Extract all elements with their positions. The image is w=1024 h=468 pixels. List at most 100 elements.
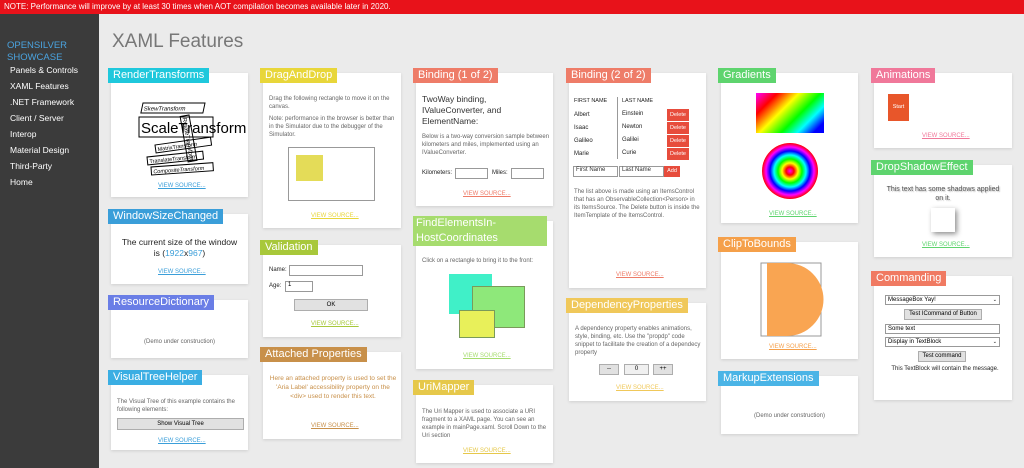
- binding1-heading: TwoWay binding, IValueConverter, and Ele…: [422, 94, 502, 126]
- nav-item-material-design[interactable]: Material Design: [10, 145, 70, 155]
- view-source-link[interactable]: VIEW SOURCE...: [463, 448, 511, 454]
- delete-button[interactable]: Delete: [667, 148, 689, 160]
- nav-item-net-framework[interactable]: .NET Framework: [10, 97, 75, 107]
- composite-word: CompositeTransform: [153, 166, 205, 176]
- card-binding-1: TwoWay binding, IValueConverter, and Ele…: [416, 73, 553, 206]
- card-drop-shadow-effect: This text has some shadows applied on it…: [874, 165, 1012, 257]
- command-text-input[interactable]: Some text: [885, 324, 1000, 334]
- command-result-text: This TextBlock will contain the message.: [891, 366, 999, 372]
- view-source-link[interactable]: VIEW SOURCE...: [769, 344, 817, 350]
- row-last: Galilei: [622, 137, 639, 143]
- nav-item-client-server[interactable]: Client / Server: [10, 113, 64, 123]
- view-source-link[interactable]: VIEW SOURCE...: [769, 211, 817, 217]
- card-clip-to-bounds: VIEW SOURCE...: [721, 242, 858, 359]
- window-size-line1: The current size of the window: [121, 237, 238, 247]
- view-source-link[interactable]: VIEW SOURCE...: [158, 183, 206, 189]
- drop-shadow-text: This text has some shadows applied on it…: [886, 186, 1000, 202]
- card-render-transforms: SkewTransform ScaleTransform RotateTrans…: [111, 73, 248, 197]
- tag-gradients: Gradients: [718, 68, 776, 83]
- add-button[interactable]: Add: [664, 166, 680, 177]
- tag-drag-and-drop: DragAndDrop: [260, 68, 338, 83]
- view-source-link[interactable]: VIEW SOURCE...: [311, 213, 359, 219]
- card-animations: Start VIEW SOURCE...: [874, 73, 1012, 148]
- tag-render-transforms: RenderTransforms: [108, 68, 210, 83]
- render-transforms-demo: SkewTransform ScaleTransform RotateTrans…: [138, 102, 246, 176]
- nav-item-xaml-features[interactable]: XAML Features: [10, 81, 69, 91]
- tag-drop-shadow-effect: DropShadowEffect: [871, 160, 973, 175]
- rectangle-yellow[interactable]: [459, 310, 495, 338]
- dependency-text: A dependency property enables animations…: [575, 326, 701, 356]
- card-dependency-properties: A dependency property enables animations…: [569, 303, 706, 401]
- first-name-input[interactable]: First Name: [573, 166, 618, 177]
- nav-item-interop[interactable]: Interop: [10, 129, 37, 139]
- drag-drop-text1: Drag the following rectangle to move it …: [269, 96, 390, 110]
- drag-canvas: [288, 147, 375, 201]
- name-label: Name:: [269, 267, 287, 273]
- window-size-suffix: ): [202, 248, 206, 258]
- draggable-rectangle[interactable]: [296, 155, 323, 181]
- card-binding-2: FIRST NAME LAST NAME Albert Einstein Del…: [569, 73, 706, 288]
- card-gradients: VIEW SOURCE...: [721, 73, 858, 223]
- view-source-link[interactable]: VIEW SOURCE...: [922, 133, 970, 139]
- row-last: Curie: [622, 150, 637, 156]
- start-button[interactable]: Start: [888, 94, 909, 121]
- window-size-text: The current size of the window is (1922x…: [111, 237, 248, 259]
- delete-button[interactable]: Delete: [667, 109, 689, 121]
- card-drag-and-drop: Drag the following rectangle to move it …: [263, 73, 401, 228]
- miles-input[interactable]: [511, 168, 544, 179]
- window-size-x: x: [183, 248, 189, 258]
- scale-word: ScaleTransform: [141, 120, 246, 137]
- view-source-link[interactable]: VIEW SOURCE...: [616, 272, 664, 278]
- linear-gradient-rect: [756, 93, 824, 133]
- shadow-box: [931, 208, 955, 232]
- kilometers-label: Kilometers:: [422, 170, 453, 176]
- nav-item-third-party[interactable]: Third-Party: [10, 161, 53, 171]
- message-select[interactable]: MessageBox Yay! ⌄: [885, 295, 1000, 305]
- age-input[interactable]: 1: [285, 281, 313, 292]
- ok-button[interactable]: OK: [294, 299, 368, 311]
- row-last: Newton: [622, 124, 643, 130]
- view-source-link[interactable]: VIEW SOURCE...: [311, 423, 359, 429]
- window-size-prefix: is (: [153, 248, 166, 258]
- row-first: Albert: [574, 112, 590, 118]
- view-source-link[interactable]: VIEW SOURCE...: [158, 438, 206, 444]
- col-last-name: LAST NAME: [622, 98, 654, 104]
- view-source-link[interactable]: VIEW SOURCE...: [463, 353, 511, 359]
- attached-text: Here an attached property is used to set…: [269, 375, 397, 400]
- binding2-text: The list above is made using an ItemsCon…: [574, 189, 700, 219]
- drag-drop-text2: Note: performance in the browser is bett…: [269, 116, 395, 138]
- window-height: 967: [188, 248, 203, 258]
- tag-commanding: Commanding: [871, 271, 947, 286]
- delete-button[interactable]: Delete: [667, 135, 689, 147]
- counter-value: 0: [624, 364, 649, 375]
- find-elements-text: Click on a rectangle to bring it to the …: [422, 258, 534, 264]
- view-source-link[interactable]: VIEW SOURCE...: [158, 269, 206, 275]
- main-content: [99, 14, 1024, 468]
- chevron-down-icon: ⌄: [992, 297, 997, 303]
- sidebar: OPENSILVER SHOWCASE Panels & Controls XA…: [0, 14, 99, 468]
- increment-button[interactable]: ++: [653, 364, 673, 375]
- delete-button[interactable]: Delete: [667, 122, 689, 134]
- view-source-link[interactable]: VIEW SOURCE...: [922, 242, 970, 248]
- show-visual-tree-button[interactable]: Show Visual Tree: [117, 418, 244, 430]
- name-input[interactable]: [289, 265, 363, 276]
- test-icommand-button[interactable]: Test ICommand of Button: [904, 309, 982, 320]
- binding1-text: Below is a two-way conversion sample bet…: [422, 134, 550, 156]
- view-source-link[interactable]: VIEW SOURCE...: [311, 321, 359, 327]
- tag-animations: Animations: [871, 68, 936, 83]
- decrement-button[interactable]: --: [599, 364, 619, 375]
- tag-uri-mapper: UriMapper: [413, 380, 475, 395]
- nav-item-home[interactable]: Home: [10, 177, 33, 187]
- display-select[interactable]: Display in TextBlock ⌄: [885, 337, 1000, 347]
- col-first-name: FIRST NAME: [574, 98, 608, 104]
- last-name-input[interactable]: Last Name: [619, 166, 664, 177]
- nav-item-panels-controls[interactable]: Panels & Controls: [10, 65, 79, 75]
- test-command-button[interactable]: Test command: [918, 351, 966, 362]
- tag-binding-1: Binding (1 of 2): [413, 68, 498, 83]
- brand-logo[interactable]: OPENSILVER SHOWCASE: [7, 40, 68, 63]
- view-source-link[interactable]: VIEW SOURCE...: [616, 385, 664, 391]
- tag-binding-2: Binding (2 of 2): [566, 68, 651, 83]
- kilometers-input[interactable]: [455, 168, 488, 179]
- age-label: Age:: [269, 283, 282, 289]
- view-source-link[interactable]: VIEW SOURCE...: [463, 191, 511, 197]
